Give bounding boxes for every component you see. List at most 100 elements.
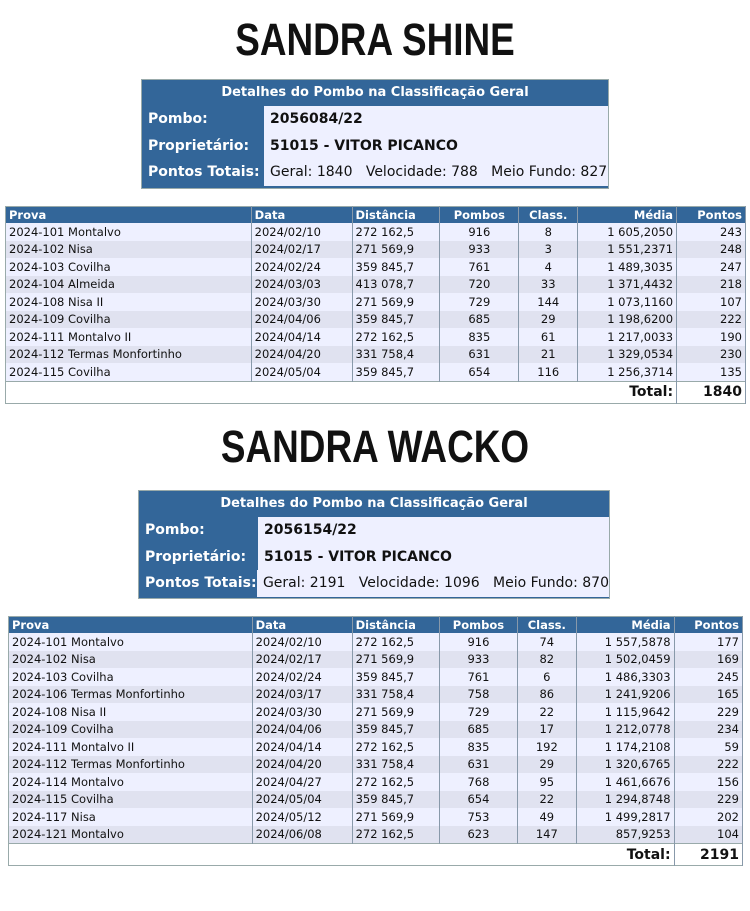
cell-prova: 2024-112 Termas Monfortinho [8, 755, 253, 773]
cell-classif: 82 [517, 650, 577, 668]
cell-classif: 8 [518, 223, 579, 241]
cell-classif: 29 [517, 755, 577, 773]
cell-data: 2024/03/17 [252, 685, 353, 703]
total-value: 1840 [676, 380, 746, 403]
cell-prova: 2024-121 Montalvo [8, 825, 253, 844]
cell-classif: 61 [518, 328, 579, 346]
cell-pombos: 631 [439, 345, 520, 363]
cell-pontos: 245 [674, 668, 744, 686]
table-row: 2024-103 Covilha 2024/02/24 359 845,7 761 4 1… [5, 258, 746, 276]
cell-media: 1 212,0778 [576, 720, 675, 738]
cell-data: 2024/02/24 [251, 258, 353, 276]
cell-prova: 2024-102 Nisa [8, 650, 253, 668]
cell-distancia: 359 845,7 [352, 668, 440, 686]
table-row: 2024-109 Covilha 2024/04/06 359 845,7 685 29… [5, 310, 746, 328]
cell-distancia: 272 162,5 [352, 773, 440, 791]
cell-pombos: 753 [439, 808, 519, 826]
pontos-totais-value: Geral: 1840 Velocidade: 788 Meio Fundo: … [264, 159, 608, 186]
proprietario-value: 51015 - VITOR PICANCO [258, 543, 609, 570]
cell-media: 857,9253 [576, 825, 675, 844]
cell-data: 2024/05/04 [252, 790, 353, 808]
cell-pontos: 222 [674, 755, 744, 773]
cell-data: 2024/02/17 [251, 240, 353, 258]
column-header-data: Data [252, 616, 353, 633]
cell-data: 2024/04/06 [251, 310, 353, 328]
cell-distancia: 271 569,9 [352, 293, 441, 311]
cell-prova: 2024-111 Montalvo II [5, 328, 252, 346]
cell-distancia: 331 758,4 [352, 755, 440, 773]
cell-prova: 2024-103 Covilha [8, 668, 253, 686]
cell-distancia: 272 162,5 [352, 223, 441, 241]
cell-media: 1 551,2371 [577, 240, 678, 258]
cell-distancia: 271 569,9 [352, 240, 441, 258]
column-header-data: Data [251, 206, 353, 223]
cell-pombos: 835 [439, 738, 519, 756]
cell-data: 2024/06/08 [252, 825, 353, 844]
table-row: 2024-102 Nisa 2024/02/17 271 569,9 933 3 1 55… [5, 240, 746, 258]
cell-data: 2024/02/10 [252, 633, 353, 651]
column-header-media: Média [577, 206, 678, 223]
table-row: 2024-114 Montalvo 2024/04/27 272 162,5 768 9… [8, 773, 744, 791]
total-row: Total: 2191 [8, 843, 744, 866]
cell-distancia: 359 845,7 [352, 790, 440, 808]
cell-media: 1 320,6765 [576, 755, 675, 773]
cell-classif: 33 [518, 275, 579, 293]
details-box-title: Detalhes do Pombo na Classificação Geral [220, 496, 528, 511]
table-row: 2024-117 Nisa 2024/05/12 271 569,9 753 49 1 4… [8, 808, 744, 826]
cell-media: 1 605,2050 [577, 223, 678, 241]
pigeon-details-box: Detalhes do Pombo na Classificação Geral… [141, 79, 609, 189]
table-row: 2024-103 Covilha 2024/02/24 359 845,7 761 6 1… [8, 668, 744, 686]
cell-distancia: 272 162,5 [352, 738, 440, 756]
cell-prova: 2024-108 Nisa II [8, 703, 253, 721]
pigeon-details-box: Detalhes do Pombo na Classificação Geral… [138, 490, 610, 599]
cell-classif: 86 [517, 685, 577, 703]
cell-pombos: 720 [439, 275, 520, 293]
cell-media: 1 499,2817 [576, 808, 675, 826]
cell-distancia: 413 078,7 [352, 275, 441, 293]
cell-distancia: 359 845,7 [352, 363, 441, 381]
cell-data: 2024/04/27 [252, 773, 353, 791]
cell-pontos: 190 [676, 328, 746, 346]
cell-pontos: 169 [674, 650, 744, 668]
cell-data: 2024/04/20 [251, 345, 353, 363]
cell-pontos: 59 [674, 738, 744, 756]
cell-pombos: 685 [439, 720, 519, 738]
cell-distancia: 271 569,9 [352, 808, 440, 826]
cell-prova: 2024-112 Termas Monfortinho [5, 345, 252, 363]
cell-prova: 2024-101 Montalvo [5, 223, 252, 241]
cell-distancia: 331 758,4 [352, 345, 441, 363]
cell-media: 1 371,4432 [577, 275, 678, 293]
proprietario-label: Proprietário: [145, 548, 247, 565]
cell-classif: 6 [517, 668, 577, 686]
table-row: 2024-111 Montalvo II 2024/04/14 272 162,5 8… [5, 328, 746, 346]
cell-pombos: 685 [439, 310, 520, 328]
pigeon-name-title: SANDRA WACKO [220, 421, 530, 472]
cell-pontos: 234 [674, 720, 744, 738]
cell-media: 1 174,2108 [576, 738, 675, 756]
cell-pombos: 933 [439, 240, 520, 258]
cell-prova: 2024-115 Covilha [5, 363, 252, 381]
cell-pombos: 729 [439, 293, 520, 311]
cell-classif: 147 [517, 825, 577, 844]
cell-pombos: 933 [439, 650, 519, 668]
cell-classif: 116 [518, 363, 579, 381]
table-row: 2024-111 Montalvo II 2024/04/14 272 162,5 8… [8, 738, 744, 756]
cell-media: 1 115,9642 [576, 703, 675, 721]
cell-pombos: 761 [439, 668, 519, 686]
cell-distancia: 359 845,7 [352, 720, 440, 738]
cell-media: 1 241,9206 [576, 685, 675, 703]
cell-pombos: 768 [439, 773, 519, 791]
cell-classif: 29 [518, 310, 579, 328]
cell-pontos: 218 [676, 275, 746, 293]
cell-distancia: 271 569,9 [352, 650, 440, 668]
column-header-pombos: Pombos [439, 616, 519, 633]
cell-prova: 2024-101 Montalvo [8, 633, 253, 651]
details-box-title: Detalhes do Pombo na Classificação Geral [221, 85, 529, 100]
table-row: 2024-104 Almeida 2024/03/03 413 078,7 720 33… [5, 275, 746, 293]
results-table: Prova Data Distância Pombos Class. Média Ponto… [8, 616, 744, 866]
column-header-classif: Class. [518, 206, 579, 223]
cell-media: 1 294,8748 [576, 790, 675, 808]
pombo-label: Pombo: [148, 111, 208, 127]
cell-pontos: 229 [674, 790, 744, 808]
cell-data: 2024/05/12 [252, 808, 353, 826]
